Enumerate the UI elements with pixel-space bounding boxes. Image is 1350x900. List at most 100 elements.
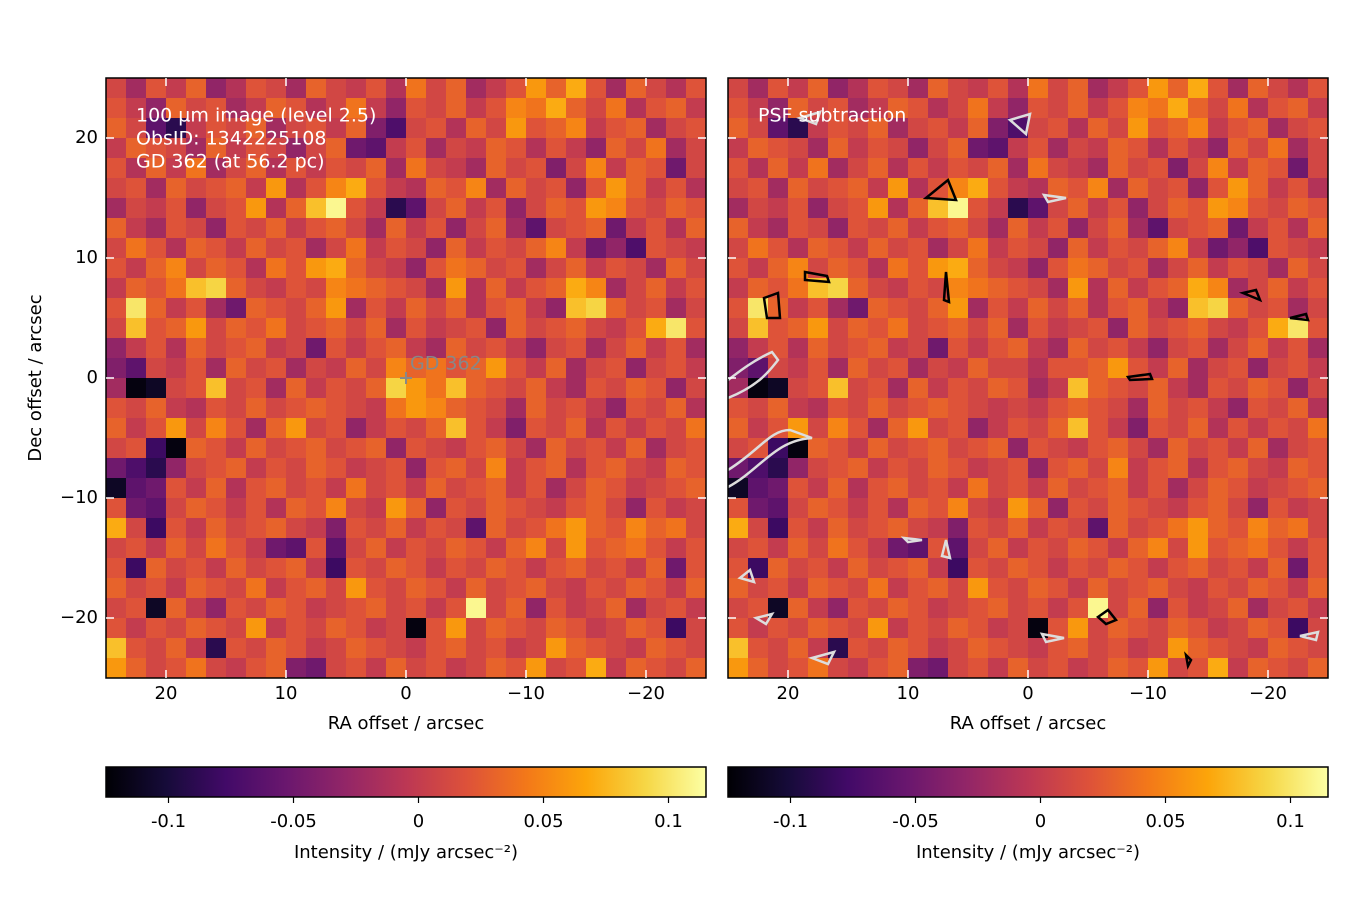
heatmap-cell (546, 658, 567, 679)
heatmap-cell (446, 318, 467, 339)
heatmap-cell (666, 278, 687, 299)
heatmap-cell (566, 118, 587, 139)
heatmap-cell (206, 178, 227, 199)
heatmap-cell (286, 498, 307, 519)
heatmap-cell (988, 498, 1009, 519)
heatmap-cell (1048, 518, 1069, 539)
heatmap-cell (606, 318, 627, 339)
heatmap-cell (346, 618, 367, 639)
heatmap-cell (1008, 558, 1029, 579)
heatmap-cell (646, 458, 667, 479)
heatmap-cell (126, 298, 147, 319)
contour (796, 110, 822, 126)
heatmap-cell (166, 598, 187, 619)
heatmap-cell (226, 138, 247, 159)
heatmap-cell (266, 458, 287, 479)
heatmap-cell (1088, 178, 1109, 199)
heatmap-cell (106, 578, 127, 599)
heatmap-cell (566, 558, 587, 579)
heatmap-cell (1088, 578, 1109, 599)
layers (106, 78, 1329, 679)
heatmap-cell (748, 578, 769, 599)
heatmap-cell (1188, 338, 1209, 359)
heatmap-cell (666, 78, 687, 99)
heatmap-cell (246, 518, 267, 539)
heatmap-cell (1228, 118, 1249, 139)
heatmap-cell (1128, 398, 1149, 419)
heatmap-cell (426, 458, 447, 479)
annotation: PSF subtraction (758, 105, 906, 127)
heatmap-cell (868, 198, 889, 219)
heatmap-cell (808, 298, 829, 319)
heatmap-cell (566, 78, 587, 99)
heatmap-cell (106, 358, 127, 379)
heatmap-cell (326, 558, 347, 579)
heatmap-cell (1228, 78, 1249, 99)
heatmap-cell (366, 438, 387, 459)
heatmap-cell (1308, 178, 1329, 199)
heatmap-cell (586, 138, 607, 159)
heatmap-cell (1208, 638, 1229, 659)
heatmap-cell (808, 438, 829, 459)
colorbar (727, 766, 1329, 798)
heatmap-cell (1308, 458, 1329, 479)
heatmap-cell (908, 418, 929, 439)
contour (1289, 312, 1310, 322)
heatmap-cell (1148, 158, 1169, 179)
heatmap-cell (426, 218, 447, 239)
heatmap-cell (928, 78, 949, 99)
heatmap-cell (666, 198, 687, 219)
heatmap-cell (1188, 158, 1209, 179)
heatmap-cell (808, 158, 829, 179)
heatmap-cell (326, 438, 347, 459)
heatmap-cell (546, 458, 567, 479)
heatmap-cell (1188, 558, 1209, 579)
heatmap-cell (226, 558, 247, 579)
heatmap-cell (1188, 78, 1209, 99)
heatmap-cell (546, 278, 567, 299)
heatmap-cell (466, 178, 487, 199)
heatmap-cell (968, 258, 989, 279)
heatmap-cell (788, 198, 809, 219)
heatmap-cell (566, 338, 587, 359)
heatmap-cell (988, 438, 1009, 459)
heatmap-cell (1048, 138, 1069, 159)
heatmap-cell (1208, 378, 1229, 399)
heatmap-cell (948, 378, 969, 399)
heatmap-cell (1068, 538, 1089, 559)
heatmap-cell (166, 638, 187, 659)
heatmap-cell (928, 438, 949, 459)
heatmap-cell (426, 618, 447, 639)
heatmap-cell (1208, 418, 1229, 439)
heatmap-cell (546, 538, 567, 559)
heatmap-cell (426, 498, 447, 519)
heatmap-cell (1068, 338, 1089, 359)
heatmap-cell (386, 218, 407, 239)
heatmap-cell (286, 398, 307, 419)
heatmap-cell (666, 478, 687, 499)
heatmap-cell (768, 498, 789, 519)
heatmap-cell (406, 198, 427, 219)
heatmap-cell (1248, 478, 1269, 499)
heatmap-cell (146, 538, 167, 559)
heatmap-cell (286, 258, 307, 279)
heatmap-cell (206, 398, 227, 419)
heatmap-cell (606, 478, 627, 499)
heatmap-cell (126, 398, 147, 419)
heatmap-cell (106, 438, 127, 459)
heatmap-cell (988, 198, 1009, 219)
heatmap-cell (566, 318, 587, 339)
heatmap-cell (848, 238, 869, 259)
heatmap-cell (386, 578, 407, 599)
heatmap-cell (948, 498, 969, 519)
heatmap-cell (526, 418, 547, 439)
heatmap-cell (486, 238, 507, 259)
heatmap-cell (206, 518, 227, 539)
heatmap-cell (1088, 298, 1109, 319)
heatmap-cell (908, 358, 929, 379)
heatmap-cell (686, 218, 707, 239)
heatmap-cell (968, 318, 989, 339)
heatmap-cell (1208, 158, 1229, 179)
heatmap-cell (908, 338, 929, 359)
heatmap-cell (546, 598, 567, 619)
